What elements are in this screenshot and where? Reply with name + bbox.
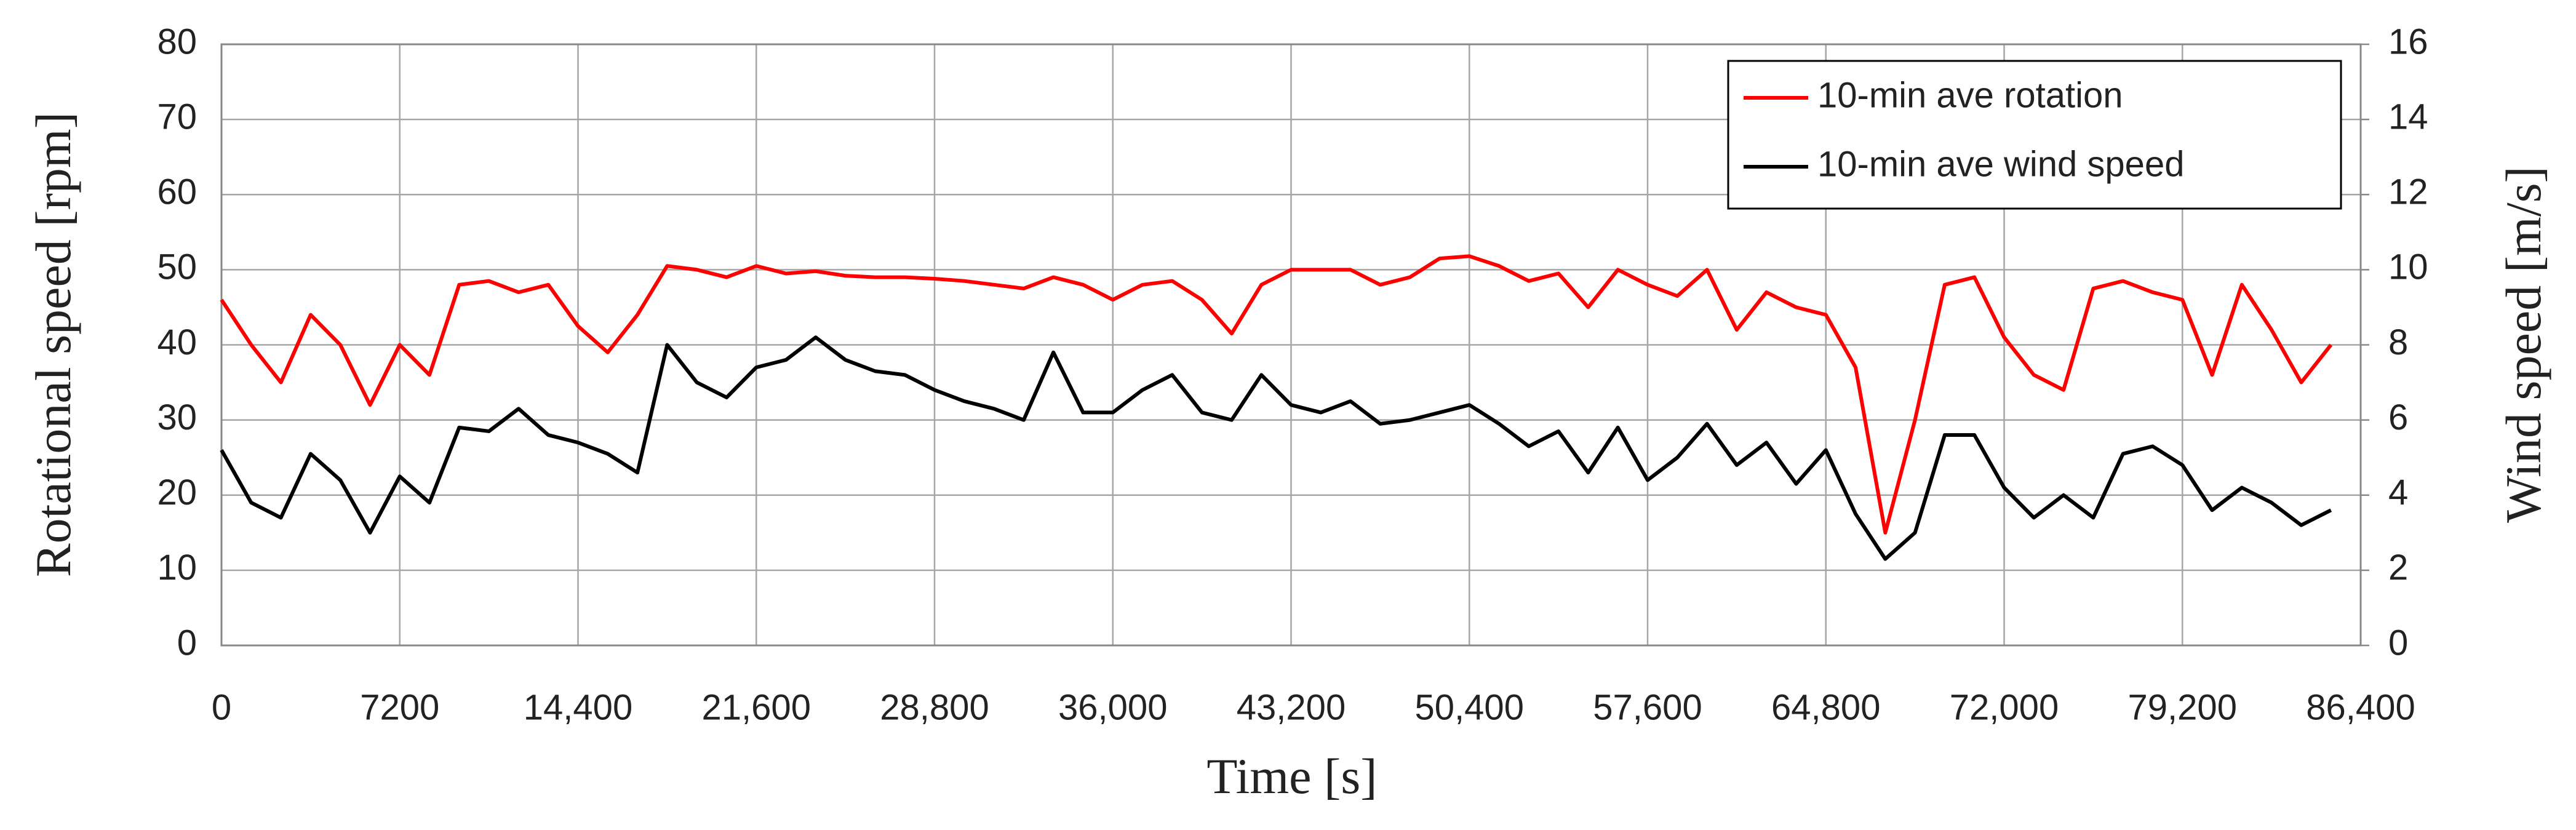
y-tick-label: 50 [157, 247, 197, 287]
data-line [220, 335, 2332, 561]
legend-box [1727, 60, 2342, 210]
legend-label: 10-min ave wind speed [1817, 144, 2184, 184]
y2-tick-label: 8 [2388, 322, 2408, 362]
y2-tick-label: 2 [2388, 548, 2408, 588]
x-tick-label: 50,400 [1415, 687, 1524, 727]
y-tick-label: 30 [157, 397, 197, 437]
y2-tick-label: 4 [2388, 473, 2408, 513]
y-tick-label: 60 [157, 172, 197, 212]
x-tick-label: 0 [212, 687, 231, 727]
x-tick-label: 79,200 [2128, 687, 2237, 727]
x-tick-label: 21,600 [702, 687, 811, 727]
y-tick-label: 40 [157, 322, 197, 362]
y2-tick-label: 6 [2388, 397, 2408, 437]
x-axis-label: Time [s] [1206, 748, 1377, 804]
plot-frame [220, 43, 2362, 647]
y-tick-label: 0 [177, 623, 197, 663]
y2-tick-label: 14 [2388, 97, 2428, 137]
x-tick-label: 86,400 [2306, 687, 2415, 727]
x-tick-label: 36,000 [1058, 687, 1167, 727]
x-tick-label: 43,200 [1237, 687, 1346, 727]
y-tick-label: 70 [157, 97, 197, 137]
y-axis-label: Rotational speed [rpm] [25, 112, 81, 577]
x-tick-label: 72,000 [1950, 687, 2059, 727]
y-tick-label: 20 [157, 473, 197, 513]
y2-tick-label: 0 [2388, 623, 2408, 663]
x-tick-label: 64,800 [1771, 687, 1880, 727]
x-tick-label: 7200 [360, 687, 439, 727]
y2-tick-label: 16 [2388, 22, 2428, 62]
y2-axis-label: Wind speed [m/s] [2495, 166, 2551, 523]
y2-tick-label: 12 [2388, 172, 2428, 212]
y2-tick-label: 10 [2388, 247, 2428, 287]
data-line [220, 254, 2333, 535]
y-tick-label: 80 [157, 22, 197, 62]
x-tick-label: 14,400 [524, 687, 632, 727]
x-tick-label: 57,600 [1593, 687, 1702, 727]
x-tick-label: 28,800 [880, 687, 989, 727]
y-tick-label: 10 [157, 548, 197, 588]
legend-label: 10-min ave rotation [1817, 75, 2123, 115]
